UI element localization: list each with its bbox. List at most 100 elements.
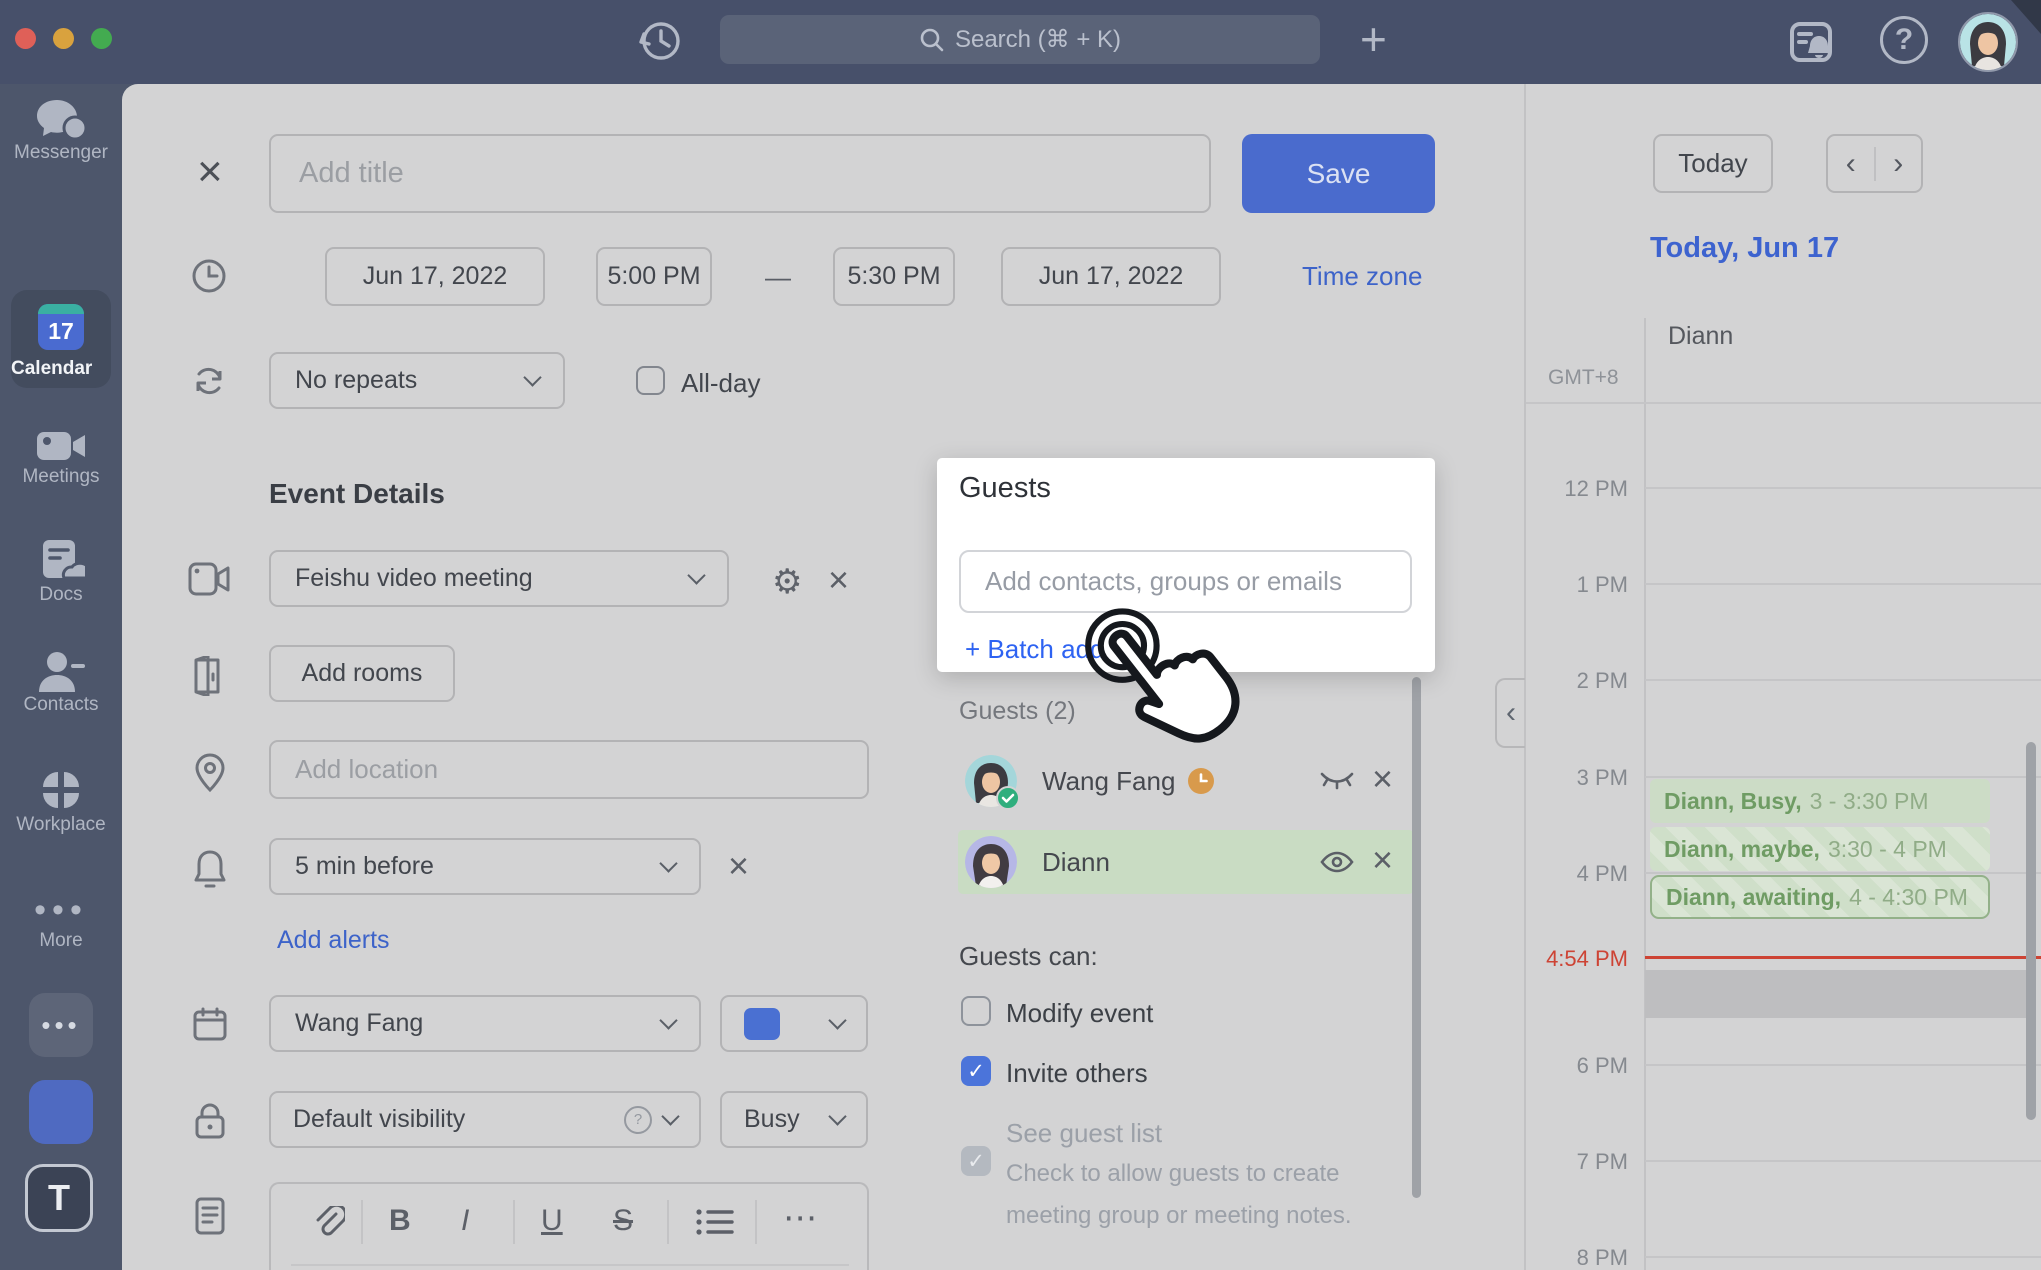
description-editor[interactable]: B I U S ⋯ [269, 1182, 869, 1270]
window-close-button[interactable] [15, 28, 36, 49]
sidebar-item-messenger[interactable]: Messenger [0, 98, 122, 164]
sidebar-item-more[interactable]: ••• More [0, 890, 122, 952]
sidebar-item-calendar[interactable]: 17 Calendar [11, 290, 111, 388]
hour-label: 12 PM [1564, 476, 1628, 501]
today-button[interactable]: Today [1653, 134, 1773, 193]
guest-row-highlighted[interactable]: Diann × [958, 830, 1414, 894]
hour-line [1645, 679, 2041, 681]
end-date-field[interactable]: Jun 17, 2022 [1001, 247, 1221, 306]
sidebar-item-meetings[interactable]: Meetings [0, 426, 122, 488]
collapse-panel-button[interactable]: ‹ [1495, 678, 1525, 748]
repeat-select[interactable]: No repeats [269, 352, 565, 409]
next-day-button[interactable]: › [1893, 146, 1904, 180]
hour-label: 4 PM [1576, 861, 1628, 886]
toolbar-divider [667, 1200, 669, 1244]
sidebar-item-docs[interactable]: Docs [0, 538, 122, 606]
hour-label: 8 PM [1576, 1245, 1628, 1270]
invite-others-checkbox[interactable] [961, 1056, 991, 1086]
toolbar-rule [291, 1264, 849, 1266]
global-search-input[interactable]: Search (⌘ + K) [720, 15, 1320, 64]
current-time-label: 4:54 PM [1546, 946, 1628, 971]
visibility-select[interactable]: Default visibility ? [269, 1091, 701, 1148]
remove-guest-icon[interactable]: × [1372, 839, 1394, 880]
window-zoom-button[interactable] [91, 28, 112, 49]
hour-line [1645, 1160, 2041, 1162]
time-zone-link[interactable]: Time zone [1302, 261, 1423, 291]
calendar-scrollbar[interactable] [2026, 742, 2036, 1120]
remove-guest-icon[interactable]: × [1372, 758, 1394, 799]
end-time-field[interactable]: 5:30 PM [833, 247, 955, 306]
chat-bubbles-icon [37, 100, 87, 141]
modify-event-label: Modify event [1006, 998, 1154, 1028]
calendar-event-busy[interactable]: Diann, Busy, 3 - 3:30 PM [1650, 779, 1990, 823]
bold-icon[interactable]: B [389, 1204, 411, 1237]
prev-day-button[interactable]: ‹ [1845, 146, 1856, 180]
start-time-field[interactable]: 5:00 PM [596, 247, 712, 306]
more-formatting-icon[interactable]: ⋯ [783, 1199, 817, 1237]
remove-video-icon[interactable]: × [828, 559, 850, 600]
hour-label: 7 PM [1576, 1149, 1628, 1174]
alert-select[interactable]: 5 min before [269, 838, 701, 895]
panel-divider [1524, 84, 1526, 1270]
location-input[interactable] [269, 740, 869, 799]
more-apps-tile[interactable]: ••• [29, 993, 93, 1057]
hour-line [1645, 583, 2041, 585]
sidebar-item-label: Meetings [22, 466, 100, 487]
hour-label: 6 PM [1576, 1053, 1628, 1078]
all-day-checkbox[interactable] [636, 366, 665, 395]
calendar-event-maybe[interactable]: Diann, maybe, 3:30 - 4 PM [1650, 827, 1990, 871]
guests-spotlight-panel: Guests + Batch add [937, 458, 1435, 672]
video-settings-icon[interactable]: ⚙ [772, 563, 803, 601]
event-title-input[interactable] [269, 134, 1211, 213]
underline-icon[interactable]: U [541, 1204, 563, 1237]
help-icon[interactable]: ? [1880, 16, 1928, 64]
sidebar-item-contacts[interactable]: Contacts [0, 650, 122, 716]
window-minimize-button[interactable] [53, 28, 74, 49]
new-event-slot[interactable] [1645, 970, 2036, 1018]
guest-row[interactable]: Wang Fang × [958, 750, 1414, 812]
modify-event-checkbox[interactable] [961, 996, 991, 1026]
add-rooms-button[interactable]: Add rooms [269, 645, 455, 702]
calendar-event-awaiting[interactable]: Diann, awaiting, 4 - 4:30 PM [1650, 875, 1990, 919]
repeat-icon [196, 367, 222, 395]
start-date-field[interactable]: Jun 17, 2022 [325, 247, 545, 306]
remove-alert-icon[interactable]: × [728, 845, 750, 886]
event-color-select[interactable] [720, 995, 868, 1052]
chevron-down-icon [661, 1107, 680, 1126]
bullet-list-icon[interactable] [695, 1206, 735, 1238]
video-meeting-select[interactable]: Feishu video meeting [269, 550, 729, 607]
save-button[interactable]: Save [1242, 134, 1435, 213]
history-icon[interactable] [637, 17, 683, 63]
sidebar-item-workplace[interactable]: Workplace [0, 766, 122, 836]
nav-divider [1873, 146, 1876, 181]
search-placeholder: Search (⌘ + K) [954, 26, 1122, 53]
owner-calendar-select[interactable]: Wang Fang [269, 995, 701, 1052]
italic-icon[interactable]: I [461, 1204, 470, 1237]
alert-bell-icon [194, 850, 226, 888]
toolbar-divider [361, 1200, 363, 1244]
avatar[interactable] [1958, 12, 2018, 72]
eye-closed-icon[interactable] [1320, 770, 1354, 792]
batch-add-link[interactable]: + Batch add [965, 634, 1105, 664]
hour-line [1645, 1256, 2041, 1258]
guests-scrollbar[interactable] [1412, 677, 1421, 1198]
color-swatch [744, 1007, 780, 1040]
new-event-button[interactable]: + [1360, 13, 1387, 65]
toolbar-divider [513, 1200, 515, 1244]
visibility-lock-icon [195, 1103, 225, 1139]
eye-open-icon[interactable] [1320, 850, 1354, 874]
attach-icon[interactable] [313, 1206, 345, 1240]
add-guests-input[interactable] [959, 550, 1412, 613]
workspace-tile[interactable] [29, 1080, 93, 1144]
close-editor-icon[interactable]: × [197, 147, 223, 196]
person-icon [39, 652, 85, 692]
sidebar-item-label: More [39, 930, 83, 951]
sidebar-item-label: Contacts [23, 694, 99, 715]
see-guest-list-checkbox[interactable] [961, 1146, 991, 1176]
tenant-tile[interactable]: T [25, 1164, 93, 1232]
busy-status-select[interactable]: Busy [720, 1091, 868, 1148]
date-nav: ‹ › [1826, 134, 1923, 193]
notifications-icon[interactable] [1786, 16, 1838, 68]
strikethrough-icon[interactable]: S [613, 1204, 634, 1237]
add-alerts-link[interactable]: Add alerts [277, 926, 390, 954]
